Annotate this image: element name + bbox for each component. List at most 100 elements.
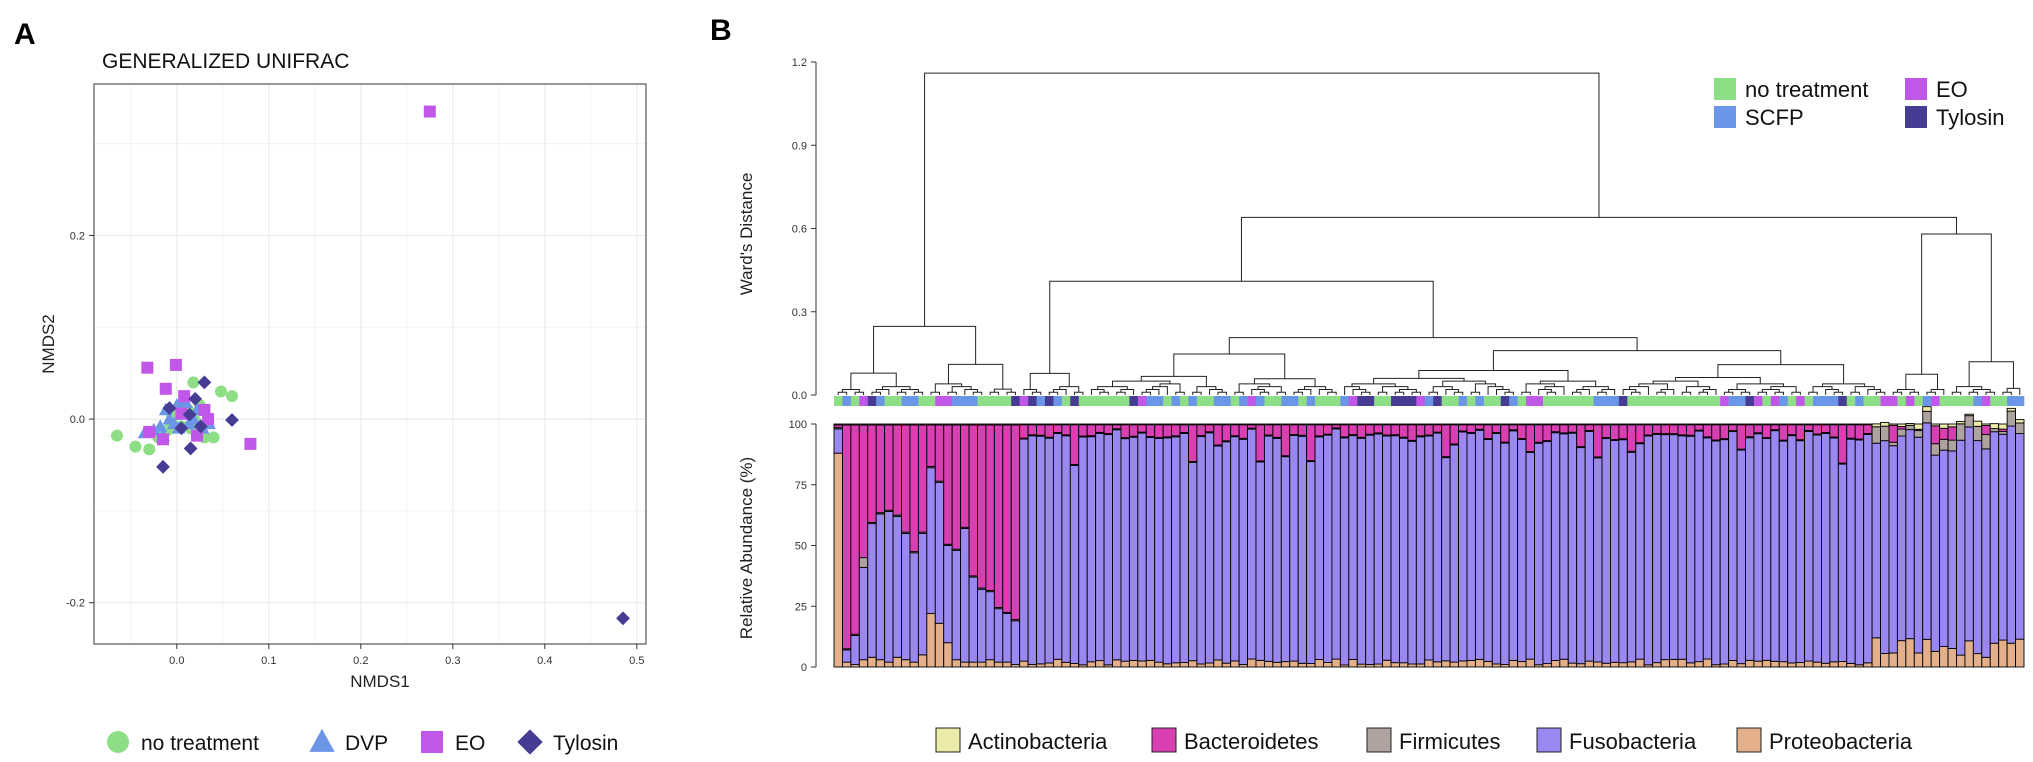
bar-segment-proteobacteria — [833, 452, 843, 668]
treatment-strip-cell — [1399, 396, 1409, 406]
treatment-strip-cell — [977, 396, 987, 406]
bar-segment-proteobacteria — [1593, 661, 1603, 668]
sample-bar — [1306, 423, 1316, 668]
bar-segment-bacteroidetes — [1280, 424, 1291, 457]
bar-segment-actinobacteria — [1635, 423, 1645, 426]
bar-segment-actinobacteria — [1972, 420, 1983, 427]
bar-segment-firmicutes — [1930, 443, 1941, 456]
bar-segment-fusobacteria — [985, 591, 995, 661]
bar-segment-fusobacteria — [1745, 437, 1755, 661]
treatment-strip-cell — [1500, 396, 1510, 406]
bar-segment-fusobacteria — [1399, 437, 1409, 664]
bar-segment-actinobacteria — [1601, 423, 1611, 426]
sample-bar — [917, 423, 928, 668]
bar-segment-actinobacteria — [960, 423, 970, 426]
bar-segment-actinobacteria — [1331, 423, 1341, 426]
sample-bar — [1669, 423, 1679, 668]
bar-segment-actinobacteria — [1854, 423, 1865, 426]
dendro-link — [1411, 391, 1422, 395]
legend-swatch-square — [421, 731, 443, 753]
bar-segment-fusobacteria — [1204, 432, 1215, 664]
point-diamond — [182, 407, 197, 422]
bar-segment-bacteroidetes — [1061, 424, 1071, 436]
treatment-strip-cell — [1568, 396, 1577, 406]
bar-segment-firmicutes — [1964, 415, 1974, 428]
sample-bar — [1441, 423, 1451, 668]
sample-bar — [1542, 423, 1552, 668]
bar-segment-bacteroidetes — [1238, 424, 1248, 439]
bar-segment-proteobacteria — [993, 661, 1004, 668]
bar-segment-firmicutes — [2015, 422, 2025, 435]
bar-segment-fusobacteria — [1542, 441, 1552, 665]
bar-segment-bacteroidetes — [943, 424, 953, 545]
bar-segment-proteobacteria — [1441, 660, 1451, 668]
bar-segment-bacteroidetes — [1787, 424, 1797, 436]
dendro-link — [1544, 386, 1565, 395]
bar-segment-proteobacteria — [1702, 658, 1713, 668]
bar-segment-proteobacteria — [1584, 660, 1595, 668]
bar-segment-fusobacteria — [1559, 433, 1569, 660]
dendro-link — [1116, 391, 1126, 395]
bar-segment-actinobacteria — [1280, 423, 1291, 426]
treatment-strip-cell — [1880, 396, 1890, 406]
treatment-strip-cell — [1728, 396, 1738, 406]
sample-bar — [1998, 423, 2008, 668]
bar-segment-firmicutes — [1896, 428, 1907, 437]
sample-bar — [1179, 423, 1189, 668]
bar-segment-fusobacteria — [1103, 434, 1113, 666]
bar-segment-fusobacteria — [1930, 454, 1941, 652]
bar-segment-fusobacteria — [1576, 447, 1586, 665]
legend-swatch — [1714, 106, 1736, 128]
legend-label: Actinobacteria — [968, 729, 1108, 754]
bar-segment-fusobacteria — [875, 513, 886, 661]
dendro-link — [854, 391, 865, 395]
bar-segment-actinobacteria — [1213, 423, 1223, 426]
nmds-y-axis-label: NMDS2 — [39, 314, 58, 374]
bar-segment-proteobacteria — [1576, 663, 1586, 668]
treatment-strip-cell — [1213, 396, 1223, 406]
bar-segment-proteobacteria — [1491, 663, 1502, 668]
bar-segment-fusobacteria — [901, 532, 911, 661]
bar-segment-actinobacteria — [841, 423, 852, 426]
bar-segment-bacteroidetes — [1736, 424, 1746, 450]
treatment-strip-cell — [1188, 396, 1198, 406]
treatment-strip-cell — [1542, 396, 1552, 406]
bar-segment-proteobacteria — [1652, 662, 1662, 668]
bar-segment-bacteroidetes — [1247, 424, 1257, 429]
bar-segment-fusobacteria — [1896, 435, 1907, 642]
sample-bar — [1474, 423, 1485, 668]
treatment-strip-cell — [1070, 396, 1080, 406]
treatment-strip-cell — [1753, 396, 1763, 406]
bar-segment-proteobacteria — [1804, 660, 1814, 668]
bar-segment-fusobacteria — [1871, 442, 1881, 639]
bar-segment-fusobacteria — [1804, 431, 1814, 662]
legend-label: Firmicutes — [1399, 729, 1500, 754]
bar-segment-bacteroidetes — [1188, 424, 1198, 463]
treatment-strip-cell — [867, 396, 877, 406]
bar-segment-proteobacteria — [1095, 660, 1105, 668]
bar-segment-actinobacteria — [1770, 423, 1780, 426]
bar-segment-fusobacteria — [1956, 439, 1966, 656]
sample-bar — [1719, 423, 1730, 668]
bar-segment-bacteroidetes — [850, 424, 860, 635]
bar-segment-bacteroidetes — [1576, 424, 1586, 448]
sample-bar — [875, 423, 886, 668]
nmds-x-axis-label: NMDS1 — [350, 672, 410, 691]
point-diamond — [616, 611, 630, 626]
treatment-strip-cell — [952, 396, 961, 406]
bar-segment-actinobacteria — [850, 423, 860, 426]
treatment-strip-cell — [1315, 396, 1324, 406]
bar-segment-bacteroidetes — [1019, 424, 1029, 439]
bar-segment-proteobacteria — [1213, 659, 1223, 668]
bar-segment-proteobacteria — [934, 622, 945, 668]
treatment-strip-cell — [1779, 396, 1788, 406]
bar-segment-fusobacteria — [1458, 431, 1468, 662]
bar-segment-bacteroidetes — [1491, 424, 1502, 434]
sample-bar — [1593, 423, 1603, 668]
bar-segment-proteobacteria — [1770, 660, 1780, 668]
bar-segment-bacteroidetes — [1652, 424, 1662, 434]
point-square — [141, 361, 154, 374]
sample-bar — [1458, 423, 1468, 668]
dendro-link — [1192, 391, 1202, 395]
treatment-strip-cell — [1914, 396, 1924, 406]
